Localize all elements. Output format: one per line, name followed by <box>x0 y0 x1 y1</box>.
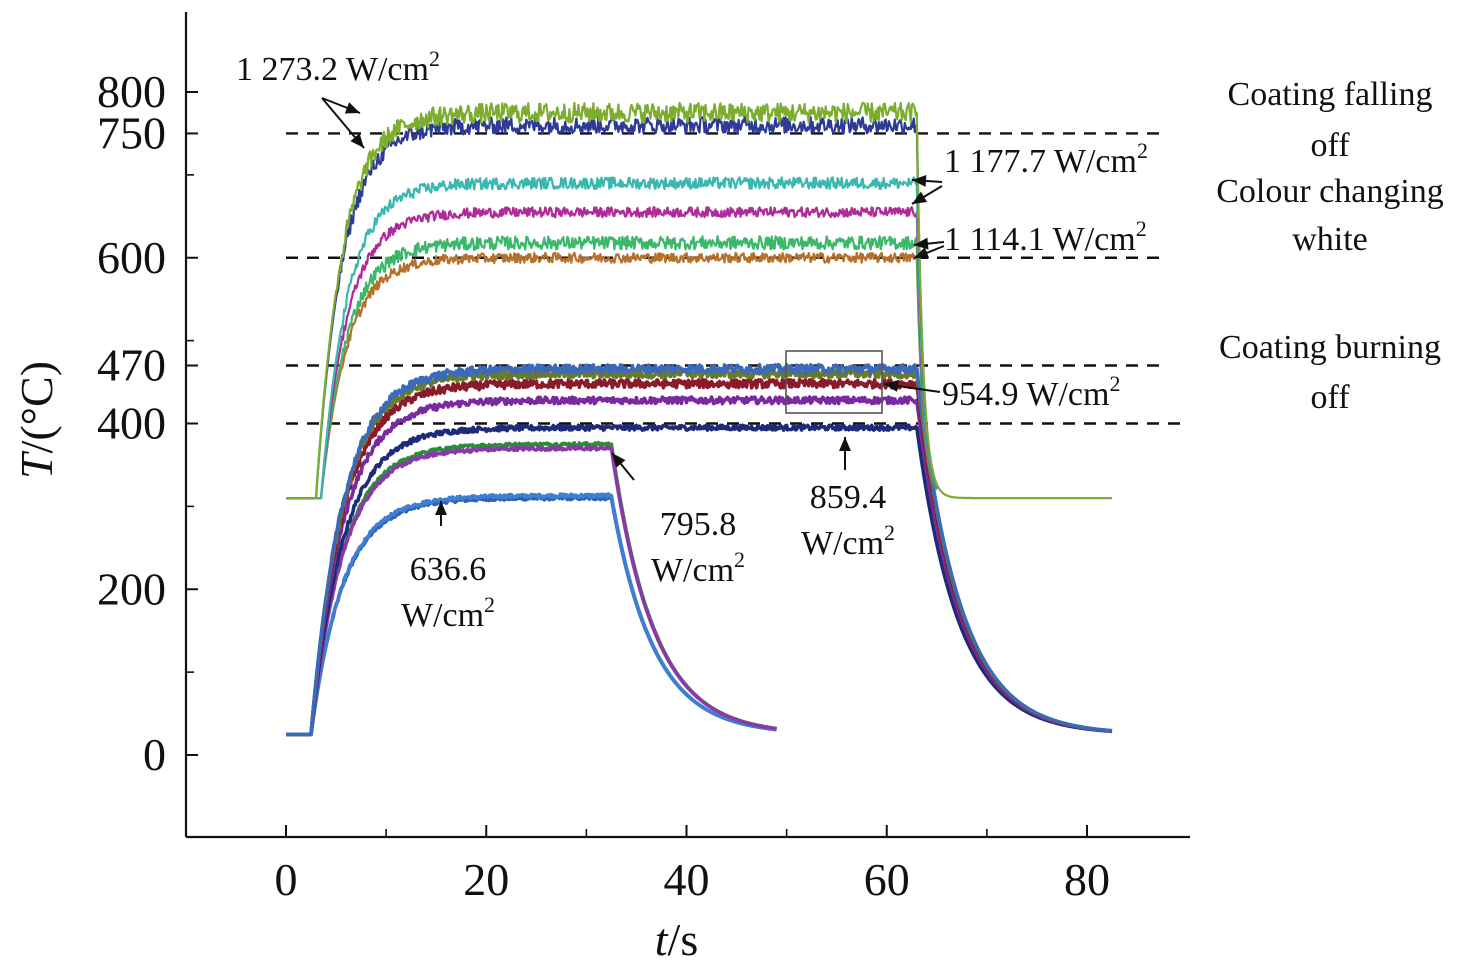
x-tick-label: 0 <box>275 854 298 905</box>
x-tick-label: 60 <box>864 854 910 905</box>
annotation-text: 795.8 <box>660 506 737 543</box>
arrow-1177-a-head <box>912 174 927 187</box>
threshold-lines <box>286 132 1185 425</box>
annotation-text: 636.6 <box>410 551 487 588</box>
x-tick-label: 80 <box>1064 854 1110 905</box>
y-tick-label: 470 <box>97 339 166 390</box>
series-lines <box>285 101 1113 737</box>
y-tick-label: 600 <box>97 232 166 283</box>
highlight-box <box>785 350 883 414</box>
y-tick-label: 0 <box>143 729 166 780</box>
series-line-954-9-5 <box>285 395 1113 737</box>
x-tick-label: 40 <box>664 854 710 905</box>
annotation-text: 1 114.1 W/cm2 <box>944 216 1147 258</box>
arrow-1114-b-head <box>914 247 930 259</box>
annotation-1177-7: 1 177.7 W/cm2 <box>944 138 1148 180</box>
annotation-text: 1 177.7 W/cm2 <box>944 138 1148 180</box>
y-tick-label: 200 <box>97 563 166 614</box>
annotation-text: 954.9 W/cm2 <box>942 371 1120 413</box>
series-line-1114-1-10 <box>285 235 938 500</box>
threshold-label: off <box>1310 127 1350 164</box>
annotation-1114-1: 1 114.1 W/cm2 <box>944 216 1147 258</box>
y-tick-label: 400 <box>97 398 166 449</box>
series-line-1273-2-14 <box>285 101 1113 500</box>
y-tick-label: 750 <box>97 107 166 158</box>
annotation-859-4: 859.4 W/cm2 <box>801 479 895 562</box>
arrow-1114-a-head <box>914 237 929 250</box>
series-line-1273-2-13 <box>285 115 938 500</box>
arrow-1273-a-head <box>344 102 360 114</box>
y-axis-title: T/(°C) <box>11 361 62 479</box>
annotation-text: W/cm2 <box>801 520 895 562</box>
arrow-1273-b-head <box>350 133 364 148</box>
annotation-954-9: 954.9 W/cm2 <box>942 371 1120 413</box>
x-tick-label: 20 <box>463 854 509 905</box>
annotation-795-8: 795.8 W/cm2 <box>651 506 745 589</box>
annotation-text: 1 273.2 W/cm2 <box>236 46 440 88</box>
threshold-label: white <box>1292 221 1368 258</box>
annotations: Coating falling off Colour changing white Co… <box>236 46 1444 634</box>
annotation-text: W/cm2 <box>401 592 495 634</box>
series-line-1177-7-11 <box>285 206 938 500</box>
threshold-label: Coating burning <box>1219 329 1441 366</box>
threshold-label: Colour changing <box>1216 173 1444 210</box>
annotation-text: 859.4 <box>810 479 887 516</box>
arrow-859-4-head <box>839 437 851 451</box>
arrow-636-6-head <box>435 501 447 515</box>
threshold-label: Coating falling <box>1228 76 1433 113</box>
arrow-1177-b-head <box>912 191 928 204</box>
annotation-636-6: 636.6 W/cm2 <box>401 551 495 634</box>
arrow-954-9-head <box>884 380 899 392</box>
annotation-1273-2: 1 273.2 W/cm2 <box>236 46 440 88</box>
threshold-label: off <box>1310 379 1350 416</box>
series-line-636-6-1 <box>285 492 778 737</box>
y-tick-label: 800 <box>97 66 166 117</box>
series-line-1114-1-9 <box>285 251 938 500</box>
series-line-954-9-8 <box>285 362 1113 737</box>
arrow-795-8-head <box>612 453 626 468</box>
annotation-text: W/cm2 <box>651 547 745 589</box>
x-axis-title: t/s <box>655 914 698 965</box>
series-line-1177-7-12 <box>285 176 938 500</box>
series-line-859-4-4 <box>285 423 1113 737</box>
series-line-795-8-3 <box>285 445 778 737</box>
